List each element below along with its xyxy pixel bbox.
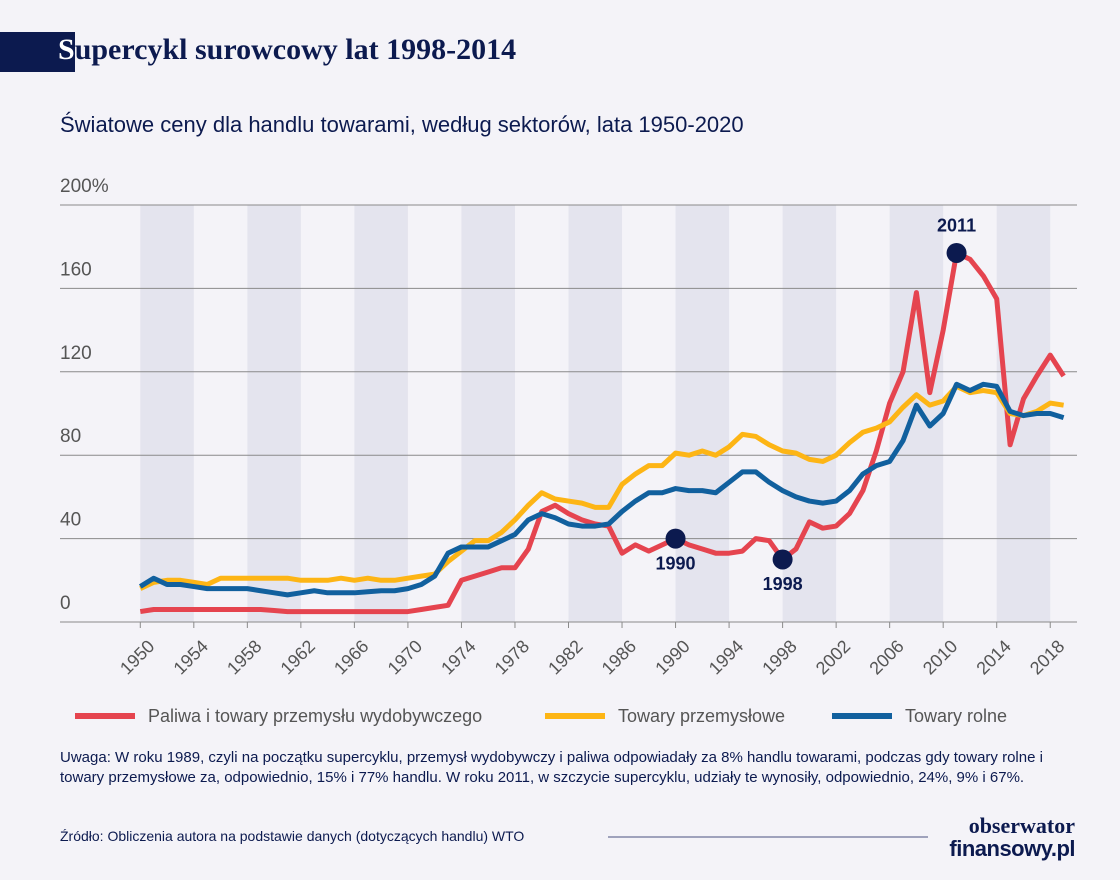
x-tick-label: 2006 (865, 636, 907, 678)
y-tick-label: 200% (60, 176, 109, 197)
band (354, 205, 408, 622)
annotation-label: 1998 (763, 574, 803, 594)
x-tick-label: 2010 (919, 636, 961, 678)
x-tick-label: 1978 (491, 636, 533, 678)
x-tick-label: 1986 (598, 636, 640, 678)
x-tick-label: 1982 (544, 636, 586, 678)
logo-line2: finansowy.pl (949, 836, 1075, 861)
x-tick-label: 1990 (651, 636, 693, 678)
title-box (0, 32, 75, 72)
legend-label: Paliwa i towary przemysłu wydobywczego (148, 706, 482, 726)
x-tick-label: 1966 (330, 636, 372, 678)
x-tick-label: 1974 (437, 636, 479, 678)
series-line (139, 383, 1065, 591)
annotation-label: 1990 (656, 553, 696, 573)
x-tick-label: 1958 (223, 636, 265, 678)
band (140, 205, 194, 622)
legend-label: Towary rolne (905, 706, 1007, 726)
plot: 0 40 80 120 160 200% 1950 1954 1958 1962 1966 1970 1… (60, 176, 1077, 726)
logo-line1: obserwator (969, 813, 1076, 838)
x-tick-label: 1950 (116, 636, 158, 678)
annotation-dot (946, 242, 967, 263)
y-tick-label: 120 (60, 343, 92, 364)
y-tick-label: 160 (60, 259, 92, 280)
source: Źródło: Obliczenia autora na podstawie d… (60, 828, 525, 844)
annotation-dot (665, 528, 686, 549)
chart-title: Supercykl surowcowy lat 1998-2014 (58, 33, 517, 66)
x-tick-label: 2014 (972, 636, 1014, 678)
series-line (138, 381, 1065, 598)
x-tick-label: 1962 (277, 636, 319, 678)
x-tick-label: 2002 (812, 636, 854, 678)
band (247, 205, 301, 622)
x-tick-label: 1970 (384, 636, 426, 678)
annotation-label: 2011 (937, 216, 976, 236)
x-tick-label: 1998 (758, 636, 800, 678)
x-tick-label: 2018 (1026, 636, 1068, 678)
y-tick-label: 80 (60, 426, 81, 447)
chart-subtitle: Światowe ceny dla handlu towarami, wedłu… (60, 112, 744, 137)
x-tick-label: 1994 (705, 636, 747, 678)
x-tick-label: 1954 (170, 636, 212, 678)
y-tick-label: 0 (60, 593, 71, 614)
annotation-dot (772, 549, 793, 570)
band (461, 205, 515, 622)
note: Uwaga: W roku 1989, czyli na początku su… (60, 749, 1043, 786)
band (568, 205, 623, 622)
legend-label: Towary przemysłowe (618, 706, 785, 726)
y-tick-label: 40 (60, 510, 81, 531)
